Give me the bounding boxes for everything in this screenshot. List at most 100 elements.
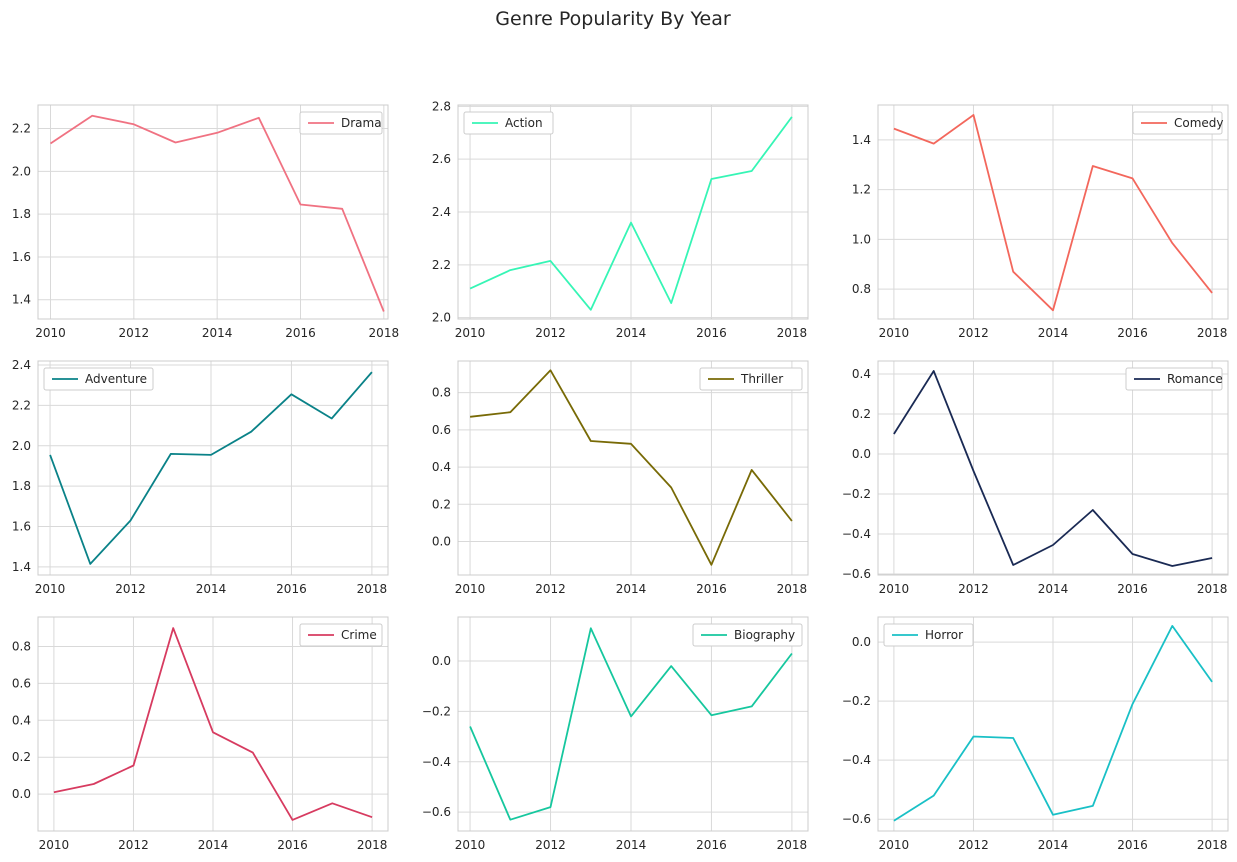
- series-line-thriller: [469, 369, 793, 566]
- legend-label: Comedy: [1174, 116, 1224, 130]
- y-tick-label: 1.6: [12, 520, 31, 534]
- y-tick-label: 2.0: [12, 439, 31, 453]
- x-tick-label: 2018: [1197, 326, 1228, 340]
- subplot-action: 2010 2012 2014 2016 2018 2.0 2.2 2.4 2.6 2.8 Actio…: [432, 99, 809, 340]
- axes-frame: [37, 104, 389, 320]
- legend-label: Horror: [925, 628, 963, 642]
- legend-box: [1125, 367, 1223, 391]
- x-tick-label: 2016: [276, 582, 307, 596]
- y-tick-label: 2.2: [12, 122, 31, 136]
- legend: Crime: [299, 623, 383, 647]
- subplot-drama: 2010 2012 2014 2016 2018 1.4 1.6 1.8 2.0 2.2 Drama: [12, 104, 400, 340]
- y-tick-label: −0.2: [842, 487, 871, 501]
- y-tick-label: 0.2: [432, 497, 451, 511]
- legend-box: [883, 623, 974, 647]
- y-tick-label: 2.0: [432, 311, 451, 325]
- axes-frame: [877, 360, 1229, 576]
- y-tick-label: 1.4: [852, 133, 871, 147]
- axes-frame: [457, 616, 809, 832]
- x-tick-label: 2018: [777, 326, 808, 340]
- legend-label: Action: [505, 116, 543, 130]
- series-line-drama: [50, 114, 385, 312]
- legend: Action: [463, 111, 554, 135]
- subplot-horror: 2010 2012 2014 2016 2018 −0.6 −0.4 −0.2 0.0 Horro…: [842, 616, 1229, 852]
- y-tick-label: 0.8: [432, 386, 451, 400]
- x-tick-label: 2012: [535, 582, 566, 596]
- x-tick-label: 2014: [198, 838, 229, 852]
- x-tick-label: 2018: [357, 838, 388, 852]
- subplot-biography: 2010 2012 2014 2016 2018 −0.6 −0.4 −0.2 0.0 Biogr…: [422, 616, 809, 852]
- y-tick-label: 2.8: [432, 99, 451, 113]
- x-tick-label: 2012: [535, 838, 566, 852]
- series-line-horror: [893, 625, 1213, 822]
- y-tick-label: 1.8: [12, 207, 31, 221]
- x-tick-label: 2016: [1117, 838, 1148, 852]
- legend-box: [43, 367, 154, 391]
- legend-label: Biography: [734, 628, 795, 642]
- axes-frame: [877, 104, 1229, 320]
- x-tick-label: 2014: [1038, 582, 1069, 596]
- x-tick-label: 2014: [616, 326, 647, 340]
- subplot-comedy: 2010 2012 2014 2016 2018 0.8 1.0 1.2 1.4 Comedy: [852, 104, 1229, 340]
- series-line-adventure: [49, 371, 373, 565]
- y-tick-label: −0.4: [842, 527, 871, 541]
- subplot-romance: 2010 2012 2014 2016 2018 −0.6 −0.4 −0.2 0.0 0.2 0.…: [842, 360, 1229, 596]
- y-tick-label: −0.4: [842, 753, 871, 767]
- x-tick-label: 2012: [118, 838, 149, 852]
- x-tick-label: 2018: [369, 326, 400, 340]
- y-tick-label: 0.0: [852, 635, 871, 649]
- x-tick-label: 2012: [958, 326, 989, 340]
- y-tick-label: 0.0: [12, 787, 31, 801]
- x-tick-label: 2010: [455, 582, 486, 596]
- y-tick-label: −0.4: [422, 755, 451, 769]
- legend-box: [1132, 111, 1223, 135]
- y-tick-label: −0.6: [842, 812, 871, 826]
- series-line-biography: [469, 627, 793, 821]
- subplot-thriller: 2010 2012 2014 2016 2018 0.0 0.2 0.4 0.6 0.8 Thril…: [432, 360, 809, 596]
- legend-label: Drama: [341, 116, 382, 130]
- y-tick-label: 0.2: [852, 407, 871, 421]
- legend-box: [692, 623, 803, 647]
- plot-area: [458, 361, 808, 575]
- y-tick-label: 2.2: [12, 398, 31, 412]
- x-tick-label: 2010: [879, 838, 910, 852]
- legend-box: [299, 623, 383, 647]
- x-tick-label: 2016: [696, 582, 727, 596]
- y-tick-label: 2.2: [432, 258, 451, 272]
- x-tick-label: 2012: [115, 582, 146, 596]
- legend-box: [463, 111, 554, 135]
- y-tick-label: −0.2: [842, 694, 871, 708]
- x-tick-label: 2012: [958, 838, 989, 852]
- x-tick-label: 2014: [196, 582, 227, 596]
- x-tick-label: 2016: [1117, 326, 1148, 340]
- x-tick-label: 2010: [455, 838, 486, 852]
- legend-box: [299, 111, 383, 135]
- x-tick-label: 2014: [202, 326, 233, 340]
- x-tick-label: 2018: [1197, 582, 1228, 596]
- y-tick-label: 1.0: [852, 232, 871, 246]
- y-tick-label: 2.6: [432, 152, 451, 166]
- axes-frame: [457, 104, 809, 320]
- y-tick-label: 0.0: [432, 535, 451, 549]
- legend: Thriller: [699, 367, 803, 391]
- legend: Horror: [883, 623, 974, 647]
- x-tick-label: 2012: [535, 326, 566, 340]
- x-tick-label: 2016: [696, 838, 727, 852]
- x-tick-label: 2018: [777, 838, 808, 852]
- y-tick-label: 0.6: [432, 423, 451, 437]
- x-tick-label: 2014: [616, 582, 647, 596]
- legend-label: Thriller: [740, 372, 783, 386]
- axes-frame: [877, 616, 1229, 832]
- x-tick-label: 2014: [1038, 326, 1069, 340]
- plot-area: [38, 105, 388, 319]
- plot-area: [458, 617, 808, 831]
- legend: Romance: [1125, 367, 1223, 391]
- y-tick-label: 0.4: [432, 460, 451, 474]
- legend: Adventure: [43, 367, 154, 391]
- y-tick-label: 1.2: [852, 183, 871, 197]
- y-tick-label: −0.2: [422, 704, 451, 718]
- x-tick-label: 2016: [696, 326, 727, 340]
- x-tick-label: 2014: [616, 838, 647, 852]
- y-tick-label: 2.0: [12, 164, 31, 178]
- legend: Comedy: [1132, 111, 1224, 135]
